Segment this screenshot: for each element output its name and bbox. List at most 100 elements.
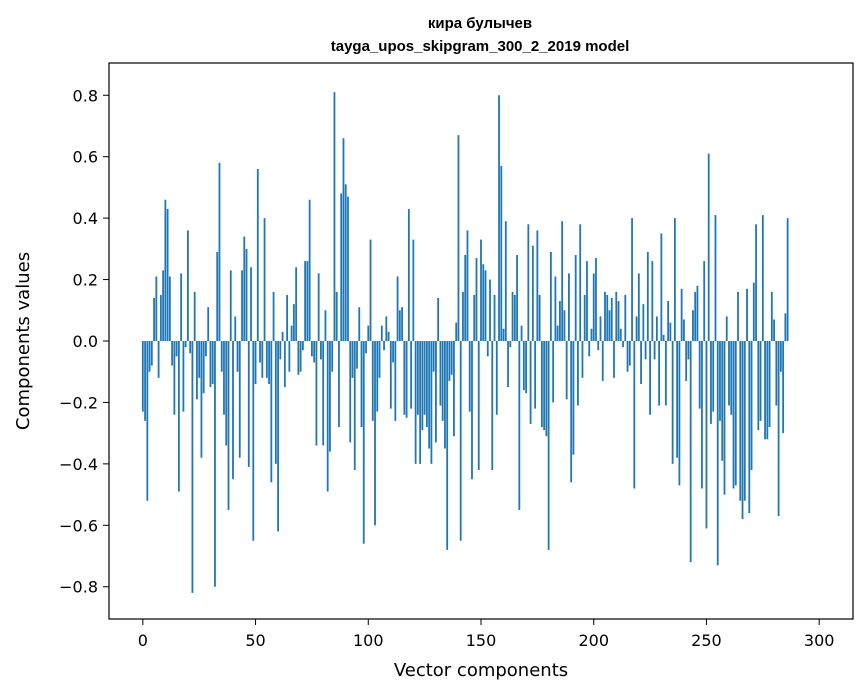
bar [159,294,162,341]
bar [396,276,399,341]
bar [741,341,744,520]
bar [144,341,146,421]
bar [698,341,701,409]
bar [365,341,367,354]
bar [628,341,631,366]
bar [304,261,307,341]
bar [168,276,171,341]
bar [710,341,712,424]
bar [439,341,442,406]
bar [680,288,683,341]
bar [202,341,205,394]
bar [777,341,780,517]
bar [667,301,670,341]
bar [214,341,216,587]
bar [761,215,764,341]
bar [290,325,293,341]
bar [563,310,566,341]
bar [586,261,588,341]
bar [500,165,503,341]
bar [245,248,248,341]
bar [378,341,381,378]
bar [732,341,735,489]
bar [166,208,169,341]
bar [498,95,500,341]
bar [581,341,584,378]
bar [279,341,282,360]
bar [491,341,494,471]
bar [301,341,304,351]
plot-frame [108,62,854,620]
bar [651,261,654,341]
bar [687,341,690,360]
bar [689,341,692,563]
bar [241,270,243,341]
bar [610,297,613,341]
bar [538,294,541,341]
bar [559,301,561,341]
bar [540,341,543,428]
bar [534,341,537,409]
bar [374,341,376,526]
bar [475,258,478,341]
bar [401,307,403,341]
bar [516,254,518,341]
bar [565,341,568,400]
bar [692,310,694,341]
bar [344,184,347,341]
bar [425,341,428,428]
bar [292,304,295,341]
bar [191,341,194,593]
bar [511,291,514,341]
bar [229,270,232,341]
bar [784,313,787,341]
bar [504,221,507,341]
bar [685,341,688,381]
bar [615,291,618,341]
bar [716,341,719,566]
bar [441,341,444,421]
bar [502,328,505,341]
bar [367,325,370,341]
bar [477,341,480,471]
bar [177,341,180,492]
bar [432,341,435,372]
bar [568,273,570,341]
bar [259,341,261,363]
bars-group [141,92,789,593]
bar [694,291,697,341]
bar [482,264,485,341]
bar [274,341,277,464]
bar [592,273,595,341]
x-axis-label: Vector components [394,660,568,681]
bar [635,316,638,341]
bar [531,245,534,341]
bar [590,328,593,341]
bar [394,341,397,421]
bar [547,341,550,550]
bar [376,341,379,412]
bar [308,199,311,341]
bar [338,341,340,428]
bar [549,251,552,341]
bar [570,341,573,483]
bar [633,341,636,489]
bar [572,341,575,455]
bar [205,341,207,357]
bar [414,341,417,464]
bar [329,341,331,452]
bar [703,261,706,341]
x-tick-label: 200 [578,631,609,650]
bar [155,276,158,341]
bar [196,341,198,400]
bar [608,310,611,341]
y-tick-label: −0.8 [59,578,98,597]
bar [601,341,604,381]
bar [297,341,300,375]
bar [579,224,582,341]
bar [455,322,458,341]
bar [371,341,374,421]
bar [175,341,178,357]
bar [739,341,742,501]
bar [714,215,717,341]
